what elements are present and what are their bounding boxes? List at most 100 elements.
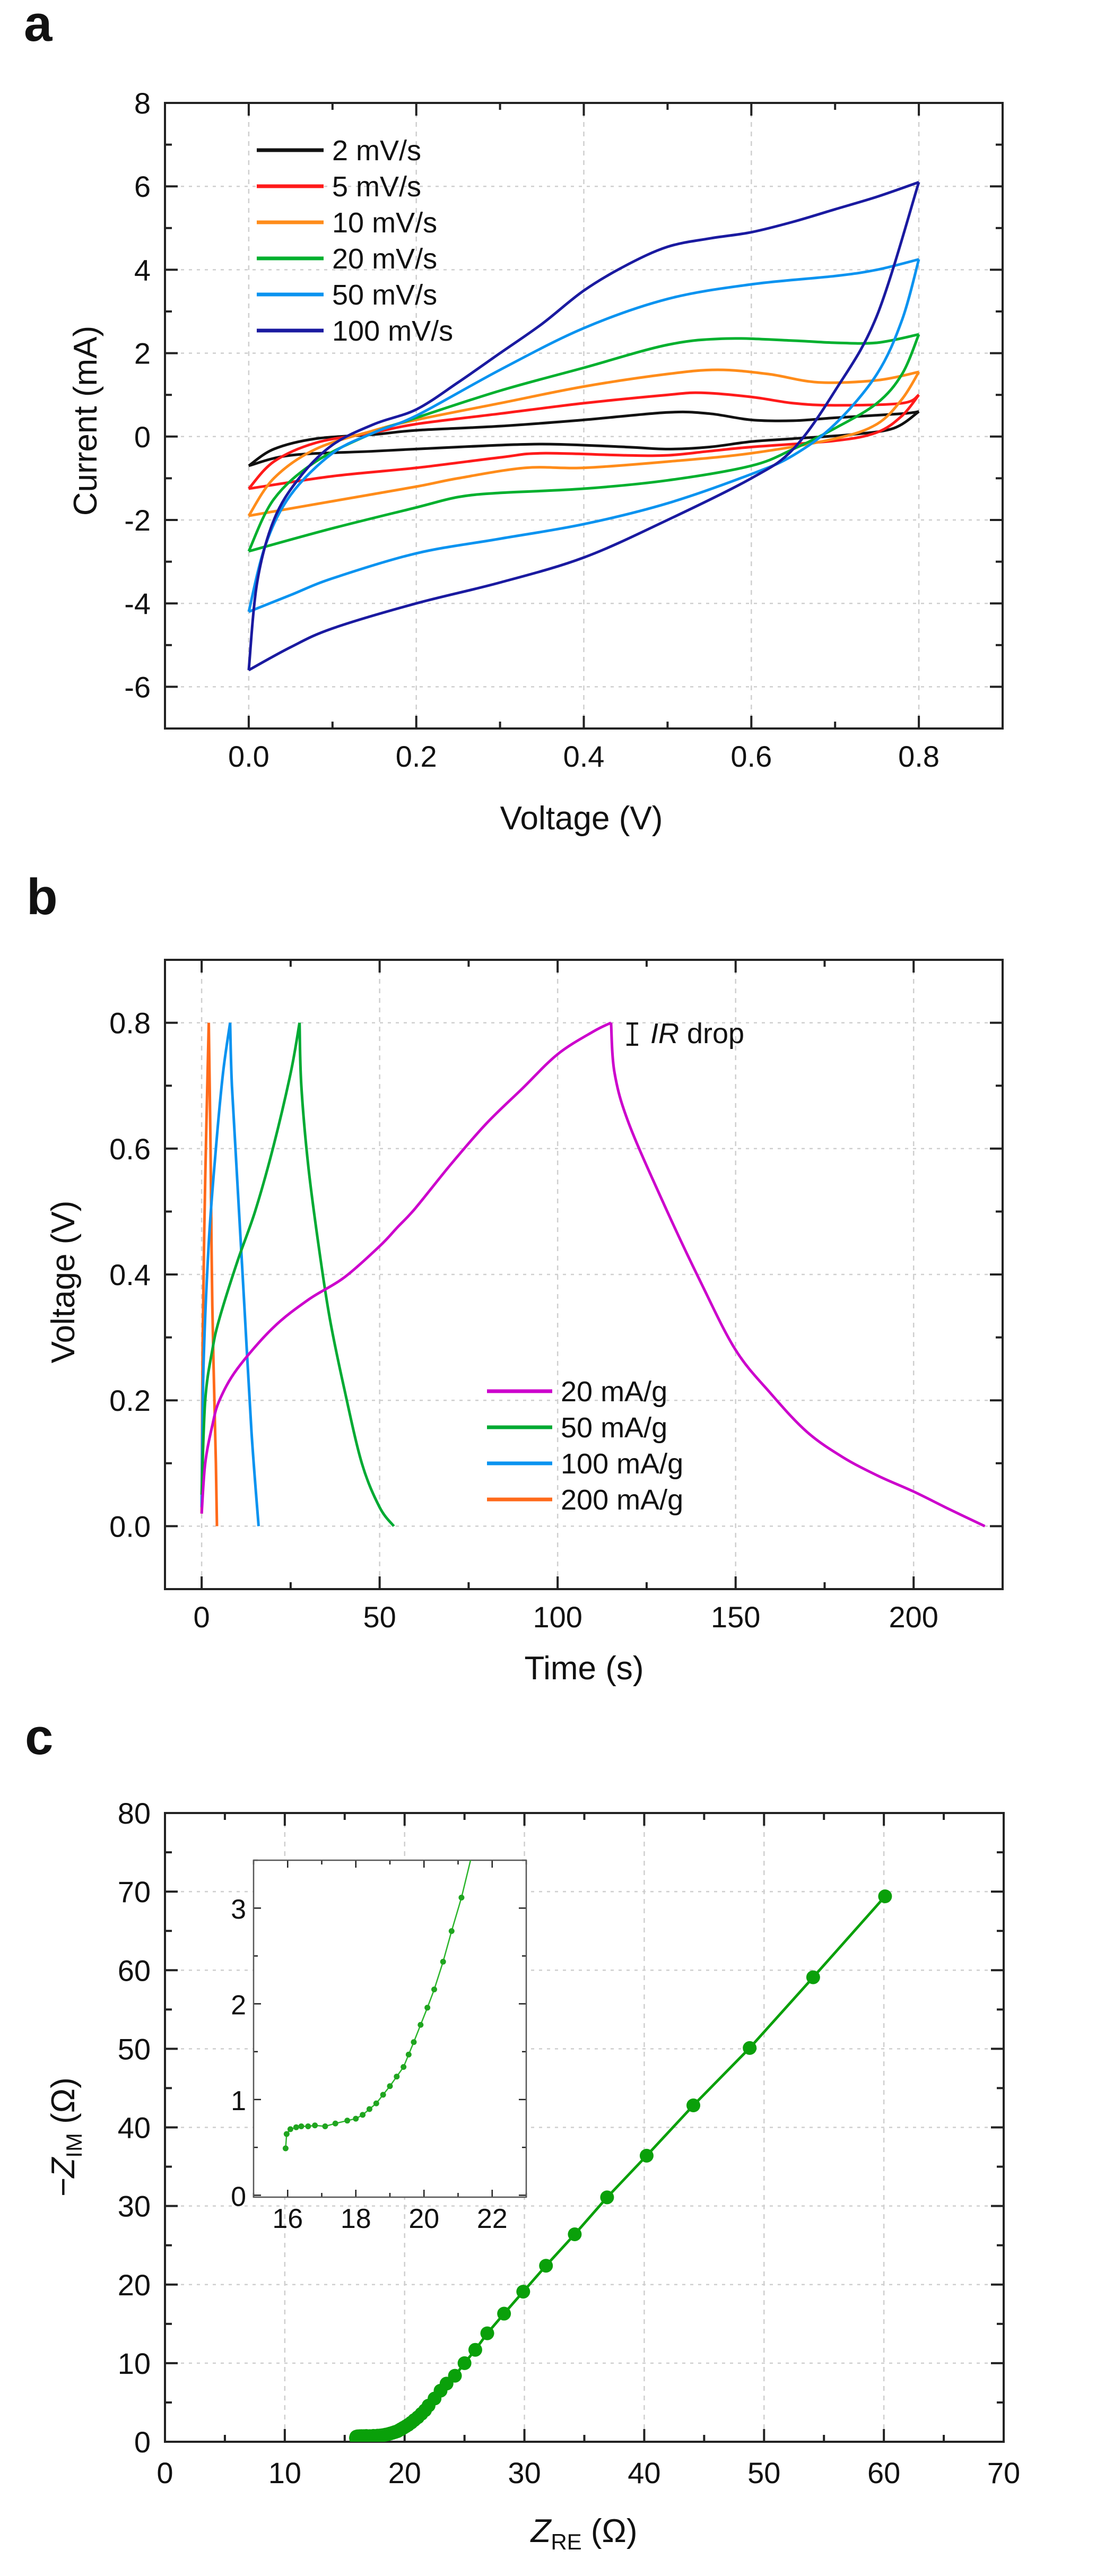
legend-label: 200 mA/g bbox=[561, 1484, 683, 1516]
y-tick-label: 3 bbox=[231, 1894, 246, 1925]
y-axis-title-unit: (Ω) bbox=[45, 2077, 82, 2133]
x-tick-label: 18 bbox=[341, 2204, 371, 2234]
nyquist-point bbox=[639, 2148, 654, 2163]
nyquist-point bbox=[468, 2343, 482, 2357]
cv-forward-scan-line bbox=[247, 368, 919, 517]
x-tick-label: 20 bbox=[408, 2204, 439, 2234]
nyquist-point bbox=[686, 2098, 701, 2113]
axis-ticks bbox=[165, 959, 1004, 1590]
x-tick-label: 0.6 bbox=[730, 740, 772, 773]
y-axis-title-symbol: −Z bbox=[45, 2157, 82, 2197]
nyquist-point bbox=[448, 2369, 462, 2383]
inset-point bbox=[312, 2122, 318, 2129]
cv-curves bbox=[247, 180, 920, 672]
series-100-mv-s bbox=[247, 180, 920, 672]
y-tick-label: 10 bbox=[118, 2347, 151, 2380]
x-tick-label: 60 bbox=[867, 2456, 900, 2490]
inset-point bbox=[322, 2123, 328, 2130]
y-tick-label: 0.2 bbox=[109, 1384, 151, 1417]
x-tick-label: 0.0 bbox=[228, 740, 269, 773]
inset-point bbox=[353, 2115, 359, 2122]
inset-point bbox=[448, 1928, 455, 1934]
cv-forward-scan-line bbox=[248, 410, 919, 467]
legend-label: 20 mV/s bbox=[332, 243, 437, 275]
inset-point bbox=[424, 2005, 431, 2011]
y-tick-label: 4 bbox=[134, 253, 151, 287]
y-tick-label: -6 bbox=[124, 670, 151, 704]
y-tick-label: 1 bbox=[231, 2086, 246, 2117]
legend-label: 5 mV/s bbox=[332, 171, 421, 203]
gcd-curves bbox=[200, 1021, 986, 1528]
x-tick-label: 30 bbox=[508, 2456, 541, 2490]
discharge-curve bbox=[610, 1022, 986, 1528]
inset-series bbox=[282, 1860, 472, 2152]
legend-b: 20 mA/g 50 mA/g 100 mA/g 200 mA/g bbox=[487, 1376, 683, 1516]
y-tick-label: 30 bbox=[118, 2190, 151, 2223]
cv-forward-scan-line bbox=[247, 180, 919, 671]
discharge-curve bbox=[207, 1022, 219, 1526]
inset-point bbox=[458, 1894, 465, 1901]
x-axis-title-a: Voltage (V) bbox=[500, 800, 663, 837]
legend-label: 10 mV/s bbox=[332, 207, 437, 239]
nyquist-point bbox=[516, 2285, 530, 2299]
cv-reverse-scan-line bbox=[248, 371, 920, 517]
x-tick-label: 150 bbox=[711, 1600, 760, 1634]
inset-point bbox=[293, 2124, 299, 2130]
nyquist-series bbox=[349, 1889, 892, 2442]
x-axis-title-unit: (Ω) bbox=[582, 2513, 638, 2549]
legend-label: 2 mV/s bbox=[332, 135, 421, 167]
charge-curve bbox=[200, 1021, 612, 1514]
y-tick-label: 80 bbox=[118, 1797, 151, 1830]
inset-line bbox=[285, 1860, 472, 2149]
inset-point bbox=[360, 2112, 366, 2118]
charge-curve bbox=[200, 1022, 232, 1507]
series-20-mv-s bbox=[247, 333, 920, 553]
inset-point bbox=[283, 2131, 290, 2137]
x-tick-label: 50 bbox=[363, 1600, 396, 1634]
y-tick-label: 0 bbox=[134, 2425, 151, 2459]
inset-point bbox=[401, 2064, 407, 2070]
nyquist-point bbox=[600, 2190, 614, 2205]
nyquist-point bbox=[457, 2356, 472, 2370]
nyquist-point bbox=[878, 1889, 892, 1904]
x-tick-label: 200 bbox=[889, 1600, 938, 1634]
plot-frame bbox=[253, 1859, 527, 2198]
discharge-curve bbox=[229, 1022, 260, 1526]
x-tick-label: 0.8 bbox=[898, 740, 939, 773]
x-axis-title-b: Time (s) bbox=[525, 1650, 644, 1687]
cv-reverse-scan-line bbox=[248, 181, 920, 672]
ir-drop-annotation: IR drop bbox=[627, 1018, 744, 1050]
cv-reverse-scan-line bbox=[248, 259, 920, 613]
inset-point bbox=[431, 1987, 438, 1993]
plot-frame bbox=[164, 102, 1004, 730]
y-tick-label: 0.4 bbox=[109, 1258, 151, 1291]
series-50-ma-g bbox=[200, 1022, 395, 1527]
ir-drop-bracket-icon bbox=[627, 1022, 638, 1046]
y-axis-title-c: −ZIM (Ω) bbox=[45, 2077, 86, 2197]
nyquist-point bbox=[480, 2326, 494, 2340]
gcd-chart: 0 50 100 150 200 0.0 0.2 0.4 0.6 0.8 20 mA/g 50 mA/… bbox=[109, 959, 1004, 1634]
y-tick-label: 0.8 bbox=[109, 1007, 151, 1040]
inset-chart: 16 18 20 22 0 1 2 3 bbox=[231, 1859, 527, 2234]
discharge-curve bbox=[298, 1022, 395, 1527]
panel-label-c: c bbox=[25, 1708, 53, 1765]
series-100-ma-g bbox=[200, 1022, 260, 1526]
cv-reverse-scan-line bbox=[248, 410, 920, 467]
ir-drop-label: IR drop bbox=[650, 1018, 744, 1050]
y-tick-label: -2 bbox=[124, 504, 151, 537]
inset-point bbox=[305, 2123, 311, 2130]
y-tick-label: -4 bbox=[124, 587, 151, 620]
inset-point bbox=[417, 2022, 424, 2028]
y-tick-label: 8 bbox=[134, 86, 151, 120]
panel-label-a: a bbox=[24, 0, 53, 52]
nyquist-point bbox=[497, 2306, 511, 2321]
inset-point bbox=[387, 2083, 393, 2089]
y-tick-label: 40 bbox=[118, 2111, 151, 2145]
y-tick-label: 2 bbox=[134, 337, 151, 370]
inset-point bbox=[380, 2092, 386, 2098]
nyquist-point bbox=[568, 2227, 582, 2241]
x-tick-label: 40 bbox=[628, 2456, 660, 2490]
y-tick-label: 60 bbox=[118, 1954, 151, 1987]
inset-background bbox=[254, 1860, 526, 2197]
